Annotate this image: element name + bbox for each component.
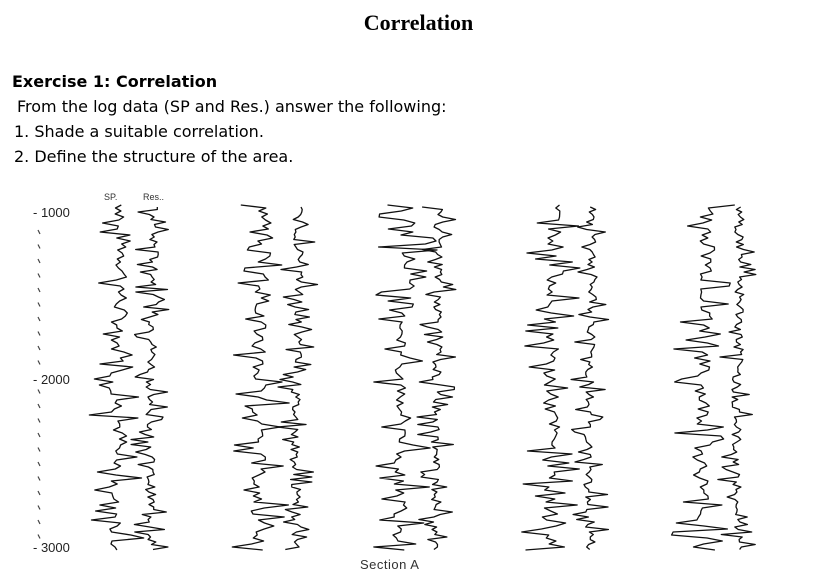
sp-curve-well-1 [88, 204, 145, 551]
depth-tick [37, 476, 41, 481]
res-curve-well-5 [717, 206, 757, 550]
sp-curve-well-4 [521, 204, 581, 551]
exercise-heading: Exercise 1: Correlation [12, 72, 218, 91]
depth-tick [37, 258, 41, 264]
instruction-text: From the log data (SP and Res.) answer t… [17, 97, 447, 116]
sp-header: SP. [104, 192, 117, 202]
depth-tick [37, 461, 41, 467]
depth-tick [37, 490, 41, 496]
depth-label-2000: - 2000 [33, 372, 70, 387]
depth-tick [37, 360, 41, 365]
question-item-2: 2. Define the structure of the area. [14, 147, 294, 166]
depth-tick [37, 244, 41, 249]
depth-tick [37, 389, 41, 394]
depth-tick [37, 273, 41, 278]
depth-tick [37, 316, 41, 322]
depth-tick [37, 447, 41, 452]
well-log-figure: - 1000 - 2000 - 3000 SP. Res.. Section A [33, 192, 757, 572]
res-curve-well-2 [276, 206, 319, 551]
res-curve-well-3 [416, 206, 457, 551]
depth-tick [37, 345, 41, 351]
sp-curve-well-3 [373, 204, 438, 551]
depth-label-1000: - 1000 [33, 205, 70, 220]
depth-tick [37, 432, 41, 438]
depth-tick [37, 505, 41, 510]
depth-tick [37, 287, 41, 293]
depth-tick [37, 418, 41, 423]
depth-tick [37, 331, 41, 336]
depth-tick [37, 302, 41, 307]
sp-curve-well-5 [670, 204, 735, 551]
depth-tick [37, 229, 41, 235]
page-title: Correlation [363, 10, 474, 35]
res-curve-well-4 [570, 206, 610, 550]
question-item-1: 1. Shade a suitable correlation. [14, 122, 264, 141]
depth-scale [37, 229, 41, 539]
res-curve-well-1 [130, 207, 170, 551]
depth-tick [37, 534, 41, 539]
depth-tick [37, 403, 41, 409]
log-curves [88, 204, 757, 551]
depth-label-3000: - 3000 [33, 540, 70, 555]
res-header: Res.. [143, 192, 164, 202]
section-label: Section A [360, 557, 419, 572]
sp-curve-well-2 [231, 204, 290, 551]
depth-tick [37, 519, 41, 525]
